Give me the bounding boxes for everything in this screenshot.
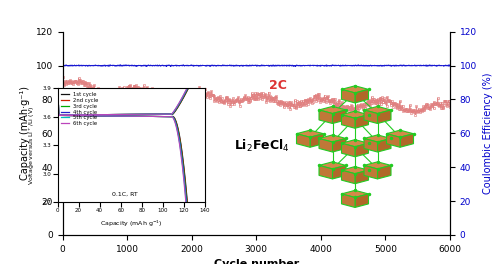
Polygon shape — [400, 134, 413, 147]
Y-axis label: Capacity (mAh·g⁻¹): Capacity (mAh·g⁻¹) — [20, 86, 30, 180]
Polygon shape — [364, 139, 378, 152]
Polygon shape — [378, 165, 391, 179]
Polygon shape — [342, 86, 368, 93]
Polygon shape — [355, 143, 368, 157]
Polygon shape — [342, 89, 355, 103]
Polygon shape — [319, 165, 332, 179]
Polygon shape — [386, 134, 400, 147]
Polygon shape — [355, 194, 368, 208]
Polygon shape — [342, 115, 355, 128]
Polygon shape — [296, 130, 324, 137]
Polygon shape — [342, 194, 355, 208]
Text: Li$_2$FeCl$_4$: Li$_2$FeCl$_4$ — [234, 138, 289, 154]
Polygon shape — [378, 139, 391, 152]
Polygon shape — [332, 110, 346, 124]
Polygon shape — [355, 89, 368, 103]
Polygon shape — [319, 106, 346, 114]
Polygon shape — [355, 115, 368, 128]
Polygon shape — [378, 110, 391, 124]
Polygon shape — [310, 134, 324, 147]
X-axis label: Capacity (mAh g$^{-1}$): Capacity (mAh g$^{-1}$) — [100, 219, 162, 229]
Polygon shape — [364, 106, 391, 114]
Polygon shape — [319, 110, 332, 124]
Y-axis label: Voltage versus Li$^+$/Li (V): Voltage versus Li$^+$/Li (V) — [27, 106, 37, 185]
Polygon shape — [364, 110, 378, 124]
Polygon shape — [364, 135, 391, 142]
Polygon shape — [342, 143, 355, 157]
Text: 0.1C, RT: 0.1C, RT — [112, 191, 138, 196]
Polygon shape — [386, 130, 413, 137]
Polygon shape — [342, 170, 355, 184]
Y-axis label: Coulombic Efficiency (%): Coulombic Efficiency (%) — [482, 73, 492, 194]
Polygon shape — [296, 134, 310, 147]
Polygon shape — [332, 165, 346, 179]
Polygon shape — [342, 111, 368, 118]
Polygon shape — [342, 140, 368, 147]
Text: 2C: 2C — [269, 79, 287, 92]
Polygon shape — [319, 139, 332, 152]
Legend: 1st cycle, 2nd cycle, 3rd cycle, 4th cycle, 5th cycle, 6th cycle: 1st cycle, 2nd cycle, 3rd cycle, 4th cyc… — [60, 91, 100, 127]
Polygon shape — [364, 165, 378, 179]
X-axis label: Cycle number: Cycle number — [214, 259, 299, 264]
Polygon shape — [319, 135, 346, 142]
Polygon shape — [319, 162, 346, 169]
Polygon shape — [342, 190, 368, 197]
Polygon shape — [342, 167, 368, 174]
Polygon shape — [355, 170, 368, 184]
Polygon shape — [364, 162, 391, 169]
Polygon shape — [332, 139, 346, 152]
